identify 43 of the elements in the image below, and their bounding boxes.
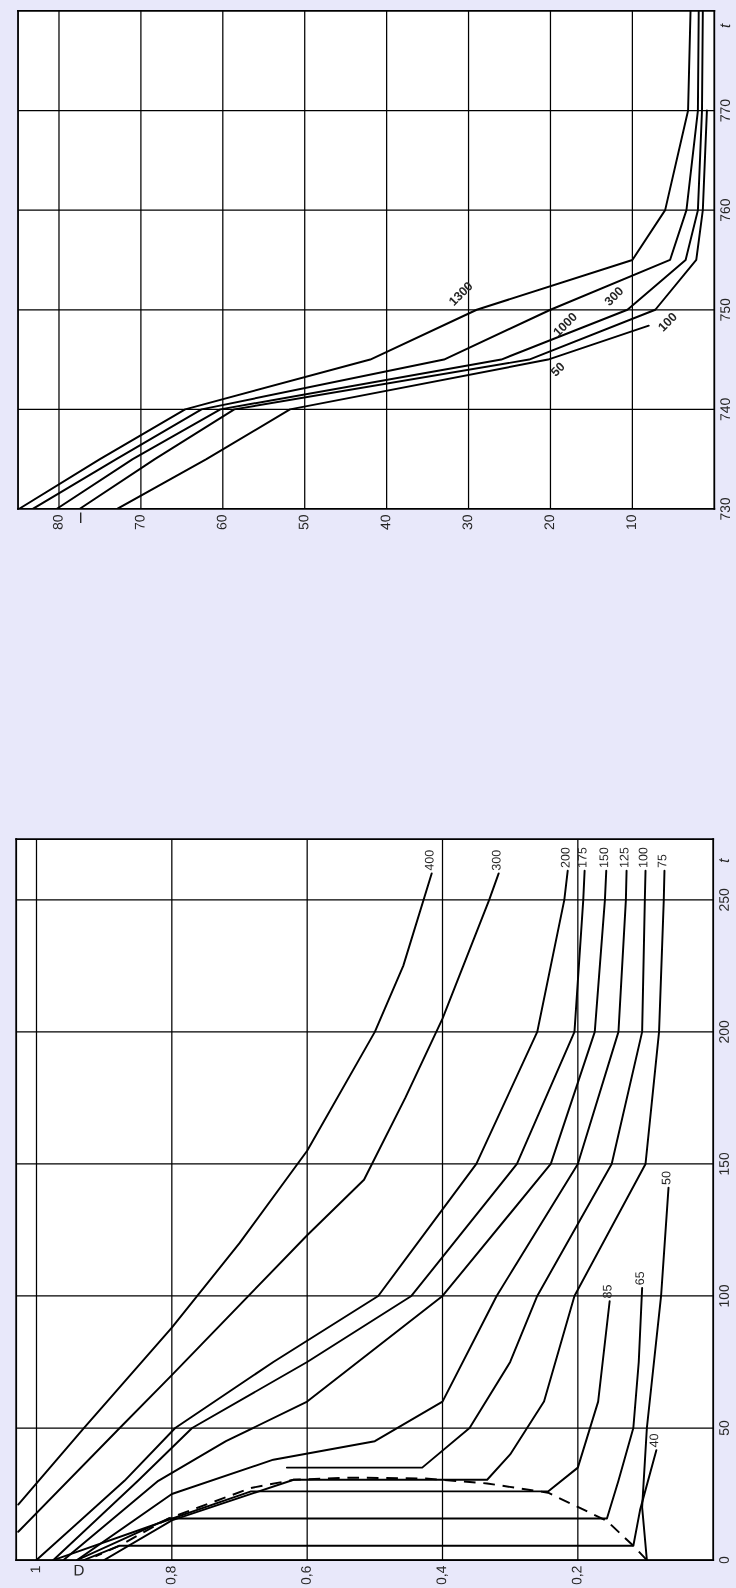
text: 175 [577,847,587,868]
text: 125 [619,847,629,868]
x-tick-label: 30 [462,515,473,530]
x-tick-label: 40 [380,515,391,530]
text: 200 [560,847,570,868]
x-tick-label: 0,2 [571,1566,584,1585]
text: 50 [549,361,566,377]
text: 50 [661,1171,671,1185]
x-tick-label: 20 [544,515,555,530]
x-axis-title: D [74,1564,84,1576]
y-tick-label: 0 [719,1556,729,1564]
y-axis-title: t [720,23,731,28]
text: 400 [424,850,434,871]
text: 85 [602,1285,612,1298]
y-tick-label: 740 [720,398,731,421]
text: 40 [649,1434,659,1448]
y-tick-label: 50 [719,1420,729,1436]
x-tick-label: 60 [216,515,227,530]
text: 300 [603,285,624,307]
x-tick-label: 0,4 [436,1566,448,1585]
x-tick-label: 1 [30,1566,41,1573]
y-tick-label: 730 [720,497,731,520]
x-tick-label: 70 [134,515,145,530]
text: 100 [657,311,678,332]
y-tick-label: 200 [719,1020,729,1043]
x-tick-label: 0,8 [165,1566,178,1585]
text: 100 [638,847,648,868]
y-tick-label: 760 [720,199,731,222]
text: 150 [599,847,609,868]
x-tick-label: 0,6 [301,1566,313,1585]
x-tick-label: 50 [298,515,309,530]
x-axis-title: I [79,512,82,524]
y-tick-label: 100 [719,1284,729,1307]
y-tick-label: 150 [719,1152,729,1175]
text: 75 [657,854,667,868]
y-tick-label: 770 [720,99,731,122]
y-tick-label: 250 [719,888,729,911]
x-tick-label: 10 [626,515,637,529]
text: 65 [635,1271,645,1285]
x-tick-label: 80 [52,515,63,530]
text: 300 [491,850,501,871]
y-axis-title: t [719,858,730,863]
y-tick-label: 750 [720,298,731,321]
